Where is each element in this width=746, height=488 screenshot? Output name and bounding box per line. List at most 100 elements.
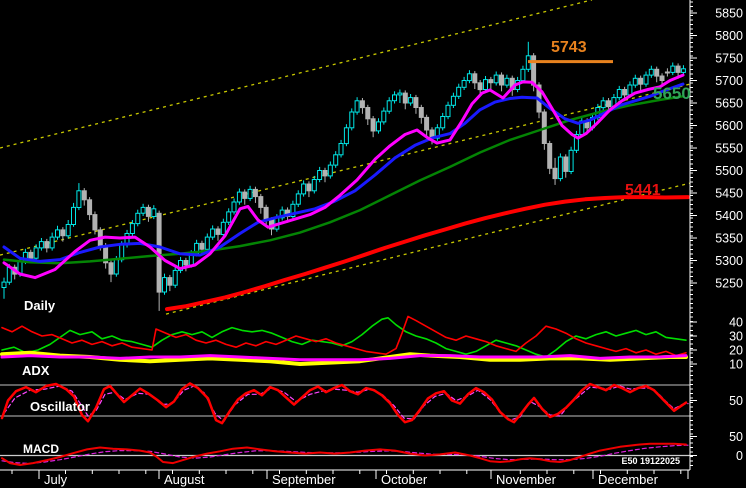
candle-body-up xyxy=(178,260,183,271)
candle-body-down xyxy=(199,242,205,250)
y-axis-label: 50 xyxy=(729,394,743,408)
candle-body-down xyxy=(370,118,376,132)
candle-body-up xyxy=(279,209,285,219)
oscillator-red xyxy=(0,382,688,425)
high-price-label: 5743 xyxy=(551,39,587,56)
candle-body-up xyxy=(343,127,349,145)
candle-body-down xyxy=(92,214,98,231)
candle-body-down xyxy=(659,75,665,81)
y-axis-label: 5250 xyxy=(715,277,743,291)
candle-body-up xyxy=(381,110,387,123)
x-axis-month-label: October xyxy=(381,472,428,487)
ma200-value-label: 5441 xyxy=(625,182,661,199)
candle-body-down xyxy=(499,74,504,86)
candle-body-down xyxy=(44,241,50,249)
chart-watermark: E50 19122025 xyxy=(621,456,680,466)
candle-body-down xyxy=(563,156,569,172)
candle-body-up xyxy=(397,92,403,96)
candle-body-up xyxy=(392,94,397,102)
panel-label-daily: Daily xyxy=(24,298,56,313)
candle-body-up xyxy=(338,143,344,156)
candle-body-up xyxy=(129,223,135,235)
candle-body-up xyxy=(204,236,210,250)
y-axis-label: 5750 xyxy=(715,52,743,66)
candle-body-up xyxy=(557,156,563,180)
candle-body-up xyxy=(33,247,39,259)
candle-body-up xyxy=(349,111,355,129)
x-axis-month-label: September xyxy=(272,472,336,487)
candle-body-up xyxy=(327,164,333,177)
candle-body-up xyxy=(65,224,71,237)
candle-body-down xyxy=(477,82,483,91)
ma-slow-green xyxy=(2,95,685,265)
channel-middle xyxy=(0,83,691,256)
candle-body-up xyxy=(135,212,141,225)
y-axis-label: 5550 xyxy=(715,142,743,156)
candle-body-down xyxy=(413,97,419,108)
ma-green-value-label: 5650 xyxy=(653,84,691,103)
high-marker-line xyxy=(528,60,613,64)
candle-body-up xyxy=(290,203,296,218)
candle-body-down xyxy=(258,196,264,208)
candle-body-up xyxy=(354,100,360,113)
candle-body-up xyxy=(643,74,649,85)
candle-body-up xyxy=(632,77,638,86)
y-axis-label: 5650 xyxy=(715,97,743,111)
candle-body-up xyxy=(140,206,146,214)
candle-body-down xyxy=(81,190,87,201)
candle-body-down xyxy=(472,73,478,84)
candle-body-down xyxy=(402,92,408,104)
candle-body-down xyxy=(263,206,269,221)
candle-body-up xyxy=(450,95,456,106)
candle-body-up xyxy=(445,104,451,118)
ma-medium-blue xyxy=(2,82,685,263)
candle-body-down xyxy=(306,183,312,192)
y-axis-label: 5300 xyxy=(715,254,743,268)
channel-lower xyxy=(165,182,691,315)
y-axis-label: 40 xyxy=(729,316,743,330)
candle-body-down xyxy=(167,277,173,286)
x-axis-month-label: December xyxy=(598,472,659,487)
candle-body-up xyxy=(301,183,307,195)
candle-body-up xyxy=(483,79,488,90)
candle-body-up xyxy=(220,221,226,236)
candle-body-up xyxy=(231,201,237,213)
y-axis-label: 10 xyxy=(729,358,743,372)
candle-body-up xyxy=(376,121,381,132)
candle-body-down xyxy=(365,107,371,120)
y-axis-label: 5500 xyxy=(715,164,743,178)
candle-body-up xyxy=(573,134,579,151)
y-axis-label: 5600 xyxy=(715,119,743,133)
candle-body-up xyxy=(440,116,446,129)
candle-body-up xyxy=(311,179,317,192)
candle-body-down xyxy=(252,188,258,198)
candle-body-down xyxy=(654,68,660,77)
candle-body-down xyxy=(488,79,494,84)
y-axis-label: 5400 xyxy=(715,209,743,223)
candle-body-up xyxy=(333,154,339,166)
candle-body-up xyxy=(295,193,301,205)
candle-body-up xyxy=(162,277,167,293)
y-axis-label: 50 xyxy=(729,430,743,444)
candle-body-up xyxy=(38,241,44,249)
candle-body-up xyxy=(247,188,253,199)
candle-body-down xyxy=(28,251,34,259)
candle-body-up xyxy=(71,206,76,225)
ma-fast-magenta xyxy=(2,73,685,280)
y-axis-label: 5800 xyxy=(715,29,743,43)
candle-body-up xyxy=(76,190,82,209)
candle-body-down xyxy=(359,100,365,109)
candle-body-up xyxy=(408,97,414,104)
candle-body-up xyxy=(456,86,462,97)
y-axis-label: 5350 xyxy=(715,232,743,246)
candle-body-down xyxy=(638,77,644,85)
di-plus-green xyxy=(1,316,687,358)
candle-body-up xyxy=(55,229,60,238)
candle-body-down xyxy=(108,262,114,275)
candle-body-up xyxy=(616,89,622,99)
candle-body-up xyxy=(466,73,472,82)
candle-body-up xyxy=(386,100,392,112)
candle-body-up xyxy=(600,100,606,109)
channel-upper xyxy=(0,0,593,149)
